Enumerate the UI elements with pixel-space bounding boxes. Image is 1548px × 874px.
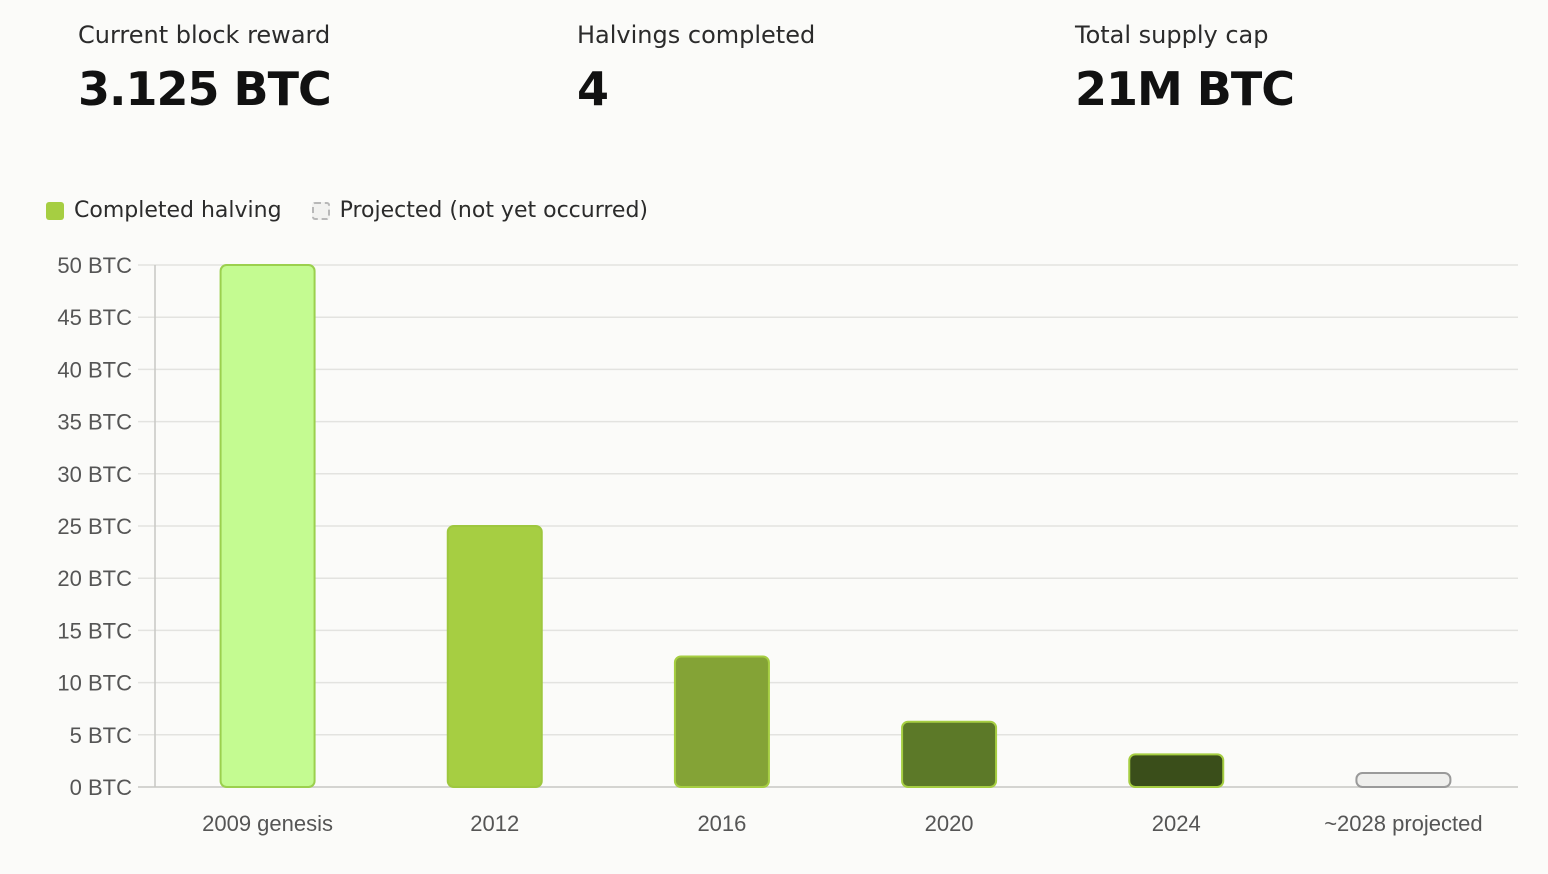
legend-label-projected: Projected (not yet occurred) [339, 198, 649, 223]
legend-swatch-completed [46, 201, 64, 220]
bar-completed [446, 525, 543, 788]
legend-swatch-projected [311, 201, 330, 220]
x-tick-label: 2012 [470, 811, 519, 836]
bar-completed [901, 720, 998, 788]
y-tick-label: 20 BTC [57, 566, 132, 591]
y-tick-label: 15 BTC [57, 618, 132, 643]
stat-halvings-completed: Halvings completed 4 [577, 18, 815, 116]
stat-label: Total supply cap [1075, 21, 1269, 49]
x-tick-label: ~2028 projected [1324, 811, 1482, 836]
x-tick-label: 2024 [1152, 811, 1201, 836]
stat-label: Halvings completed [577, 21, 816, 49]
y-tick-label: 45 BTC [57, 305, 132, 330]
x-tick-label: 2016 [697, 811, 746, 836]
y-tick-label: 5 BTC [70, 723, 132, 748]
legend-item-completed: Completed halving [46, 198, 282, 223]
stat-current-block-reward: Current block reward 3.125 BTC [78, 18, 332, 116]
bar-completed [219, 264, 316, 788]
bar-completed [673, 655, 770, 788]
stat-value: 21M BTC [1075, 62, 1295, 116]
y-tick-label: 0 BTC [70, 775, 132, 800]
chart-legend: Completed halving Projected (not yet occ… [46, 198, 678, 223]
bar-completed [1128, 753, 1225, 788]
x-tick-label: 2020 [925, 811, 974, 836]
stat-label: Current block reward [78, 21, 331, 49]
legend-item-projected: Projected (not yet occurred) [311, 198, 649, 223]
bar-projected [1355, 772, 1452, 788]
legend-label-completed: Completed halving [74, 198, 282, 223]
stat-value: 4 [577, 62, 609, 116]
stat-value: 3.125 BTC [78, 62, 332, 116]
stat-total-supply-cap: Total supply cap 21M BTC [1075, 18, 1295, 116]
y-tick-label: 30 BTC [57, 462, 132, 487]
y-tick-label: 40 BTC [57, 357, 132, 382]
y-tick-label: 25 BTC [57, 514, 132, 539]
x-tick-label: 2009 genesis [202, 811, 333, 836]
y-tick-label: 50 BTC [57, 253, 132, 278]
y-tick-label: 35 BTC [57, 410, 132, 435]
y-tick-label: 10 BTC [57, 671, 132, 696]
